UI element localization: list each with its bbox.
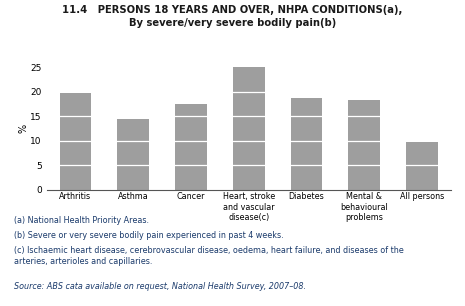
Bar bbox=[117, 119, 149, 190]
Bar bbox=[291, 98, 322, 190]
Text: (c) Ischaemic heart disease, cerebrovascular disease, oedema, heart failure, and: (c) Ischaemic heart disease, cerebrovasc… bbox=[14, 246, 404, 266]
Text: Source: ABS cata available on request, National Health Survey, 2007–08.: Source: ABS cata available on request, N… bbox=[14, 282, 306, 290]
Bar bbox=[60, 93, 91, 190]
Bar bbox=[406, 142, 438, 190]
Bar bbox=[348, 100, 380, 190]
Text: (a) National Health Priority Areas.: (a) National Health Priority Areas. bbox=[14, 216, 149, 225]
Text: 11.4   PERSONS 18 YEARS AND OVER, NHPA CONDITIONS(a),
By severe/very severe bodi: 11.4 PERSONS 18 YEARS AND OVER, NHPA CON… bbox=[62, 5, 403, 28]
Y-axis label: %: % bbox=[19, 124, 29, 133]
Bar bbox=[233, 67, 265, 190]
Bar bbox=[175, 104, 207, 190]
Text: (b) Severe or very severe bodily pain experienced in past 4 weeks.: (b) Severe or very severe bodily pain ex… bbox=[14, 231, 284, 240]
